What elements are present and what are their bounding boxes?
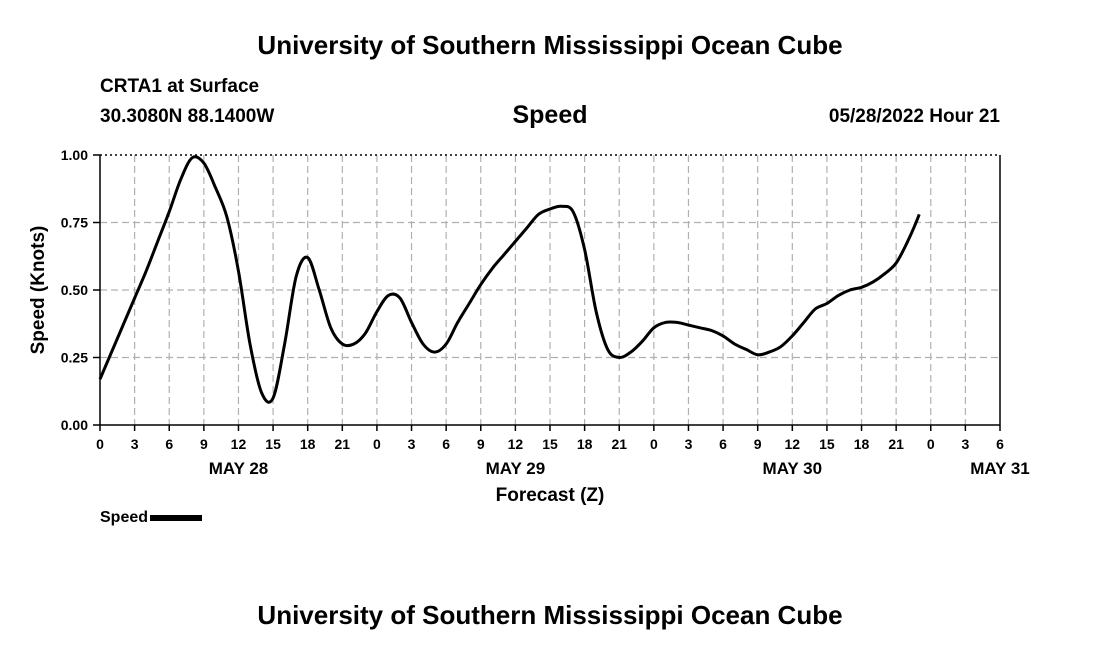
date-label: MAY 31 [970,459,1030,478]
x-tick-label: 3 [131,436,139,452]
x-tick-label: 18 [854,436,870,452]
station-name: CRTA1 at Surface [100,76,260,97]
x-tick-label: 6 [719,436,727,452]
x-tick-label: 18 [300,436,316,452]
x-tick-label: 9 [754,436,762,452]
x-tick-label: 15 [265,436,281,452]
date-label: MAY 30 [763,459,823,478]
speed-chart: 0.00 0.25 0.50 0.75 1.00 0 3 6 9 12 15 18 21 0 3 6 9 12 15… [28,147,1030,506]
y-tick-label: 0.25 [61,350,88,366]
legend-label: Speed [100,509,149,526]
date-label: MAY 28 [209,459,269,478]
x-tick-label: 12 [231,436,247,452]
legend-line-swatch [150,515,203,521]
x-tick-label: 0 [927,436,935,452]
variable-title: Speed [512,101,588,129]
x-tick-label: 3 [961,436,969,452]
x-tick-label: 6 [165,436,173,452]
x-tick-label: 0 [373,436,381,452]
x-tick-label: 6 [442,436,450,452]
x-tick-label: 3 [685,436,693,452]
date-label: MAY 29 [486,459,546,478]
footer-title: University of Southern Mississippi Ocean… [257,600,843,630]
y-tick-label: 0.50 [61,282,88,298]
forecast-timestamp: 05/28/2022 Hour 21 [828,106,1000,127]
x-tick-label: 18 [577,436,593,452]
x-tick-label: 6 [996,436,1004,452]
x-tick-label: 15 [542,436,558,452]
x-tick-label: 21 [335,436,351,452]
x-tick-label: 9 [477,436,485,452]
x-tick-label: 15 [819,436,835,452]
chart-title: University of Southern Mississippi Ocean… [257,30,843,60]
x-axis-label: Forecast (Z) [496,485,605,506]
x-tick-label: 0 [96,436,104,452]
y-tick-label: 0.75 [61,215,88,231]
x-tick-label: 3 [408,436,416,452]
y-axis-label: Speed (Knots) [28,226,49,355]
x-tick-label: 21 [611,436,627,452]
x-tick-label: 9 [200,436,208,452]
y-tick-label: 0.00 [61,417,88,433]
station-coordinates: 30.3080N 88.1400W [100,106,275,127]
series-line-speed [98,155,921,404]
x-tick-label: 12 [508,436,524,452]
x-tick-label: 12 [785,436,801,452]
x-tick-label: 21 [888,436,904,452]
x-tick-label: 0 [650,436,658,452]
y-tick-label: 1.00 [61,147,88,163]
legend: Speed [100,509,203,527]
